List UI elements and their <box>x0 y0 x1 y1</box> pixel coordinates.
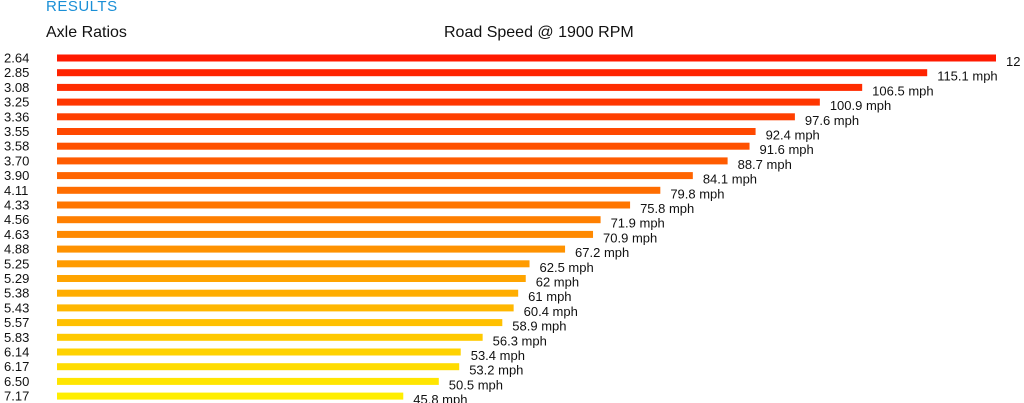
speed-value-label: 53.4 mph <box>471 348 525 363</box>
axle-ratio-label: 2.64 <box>4 51 29 66</box>
speed-bar <box>57 98 820 106</box>
speed-bar <box>57 201 631 209</box>
speed-bar <box>57 54 996 62</box>
axle-ratio-label: 3.25 <box>4 95 29 110</box>
speed-value-label: 45.8 mph <box>413 392 467 403</box>
speed-bar <box>57 304 514 312</box>
speed-value-label: 88.7 mph <box>738 157 792 172</box>
speed-bar <box>57 157 728 165</box>
axle-ratio-label: 6.14 <box>4 345 29 360</box>
axle-ratio-label: 5.57 <box>4 315 29 330</box>
speed-bar <box>57 363 460 371</box>
axle-ratio-label: 5.29 <box>4 271 29 286</box>
speed-value-label: 67.2 mph <box>575 245 629 260</box>
speed-bar <box>57 142 750 150</box>
axle-ratio-label: 4.63 <box>4 227 29 242</box>
speed-value-label: 97.6 mph <box>805 113 859 128</box>
speed-bar <box>57 83 863 91</box>
speed-bar <box>57 377 439 385</box>
results-heading: RESULTS <box>46 0 118 15</box>
speed-bar <box>57 289 519 297</box>
axle-ratio-label: 3.58 <box>4 139 29 154</box>
axle-ratio-label: 3.70 <box>4 153 29 168</box>
speed-value-label: 100.9 mph <box>830 98 891 113</box>
speed-value-label: 58.9 mph <box>512 319 566 334</box>
speed-value-label: 62 mph <box>536 275 579 290</box>
speed-value-label: 92.4 mph <box>766 128 820 143</box>
axle-ratio-label: 2.85 <box>4 65 29 80</box>
speed-value-label: 75.8 mph <box>640 201 694 216</box>
speed-bar <box>57 245 566 253</box>
speed-bar <box>57 128 756 135</box>
axle-ratio-label: 3.36 <box>4 109 29 124</box>
axle-ratio-label: 5.38 <box>4 286 29 301</box>
axle-ratio-label: 5.83 <box>4 330 29 345</box>
speed-bar <box>57 348 461 356</box>
speed-bar <box>57 392 404 400</box>
speed-value-label: 62.5 mph <box>540 260 594 275</box>
axle-ratio-label: 4.88 <box>4 242 29 257</box>
axle-ratio-label: 4.33 <box>4 198 29 213</box>
speed-bar <box>57 319 503 327</box>
speed-value-label: 91.6 mph <box>760 142 814 157</box>
axle-ratio-label: 7.17 <box>4 389 29 403</box>
speed-bar <box>57 216 601 224</box>
speed-value-label: 106.5 mph <box>872 83 933 98</box>
axle-ratios-header: Axle Ratios <box>46 24 127 41</box>
speed-value-label: 115.1 mph <box>937 69 997 84</box>
speed-value-label: 70.9 mph <box>603 230 657 245</box>
axle-ratio-label: 6.50 <box>4 374 29 389</box>
axle-ratio-label: 5.25 <box>4 256 29 271</box>
speed-value-label: 60.4 mph <box>524 304 578 319</box>
speed-value-label: 79.8 mph <box>670 186 724 201</box>
speed-bar <box>57 113 795 121</box>
speed-value-label: 50.5 mph <box>449 377 503 392</box>
speed-value-label: 84.1 mph <box>703 172 757 187</box>
speed-bar <box>57 333 483 341</box>
road-speed-header: Road Speed @ 1900 RPM <box>444 24 634 41</box>
speed-value-label: 61 mph <box>528 289 571 304</box>
speed-value-label: 53.2 mph <box>469 363 523 378</box>
speed-value-label: 71.9 mph <box>611 216 665 231</box>
axle-ratio-label: 3.55 <box>4 124 29 139</box>
axle-ratio-label: 3.90 <box>4 168 29 183</box>
speed-bar <box>57 260 530 268</box>
axle-ratio-label: 6.17 <box>4 359 29 374</box>
speed-bar <box>57 275 526 282</box>
axle-ratio-label: 3.08 <box>4 80 29 95</box>
axle-ratio-label: 4.11 <box>4 183 28 198</box>
speed-bar <box>57 69 928 77</box>
speed-value-label: 56.3 mph <box>493 333 547 348</box>
speed-bar <box>57 230 594 238</box>
speed-bar <box>57 172 693 180</box>
speed-bar <box>57 186 661 194</box>
axle-ratio-label: 5.43 <box>4 300 29 315</box>
axle-ratio-label: 4.56 <box>4 212 29 227</box>
speed-value-label: 12 <box>1006 54 1020 69</box>
